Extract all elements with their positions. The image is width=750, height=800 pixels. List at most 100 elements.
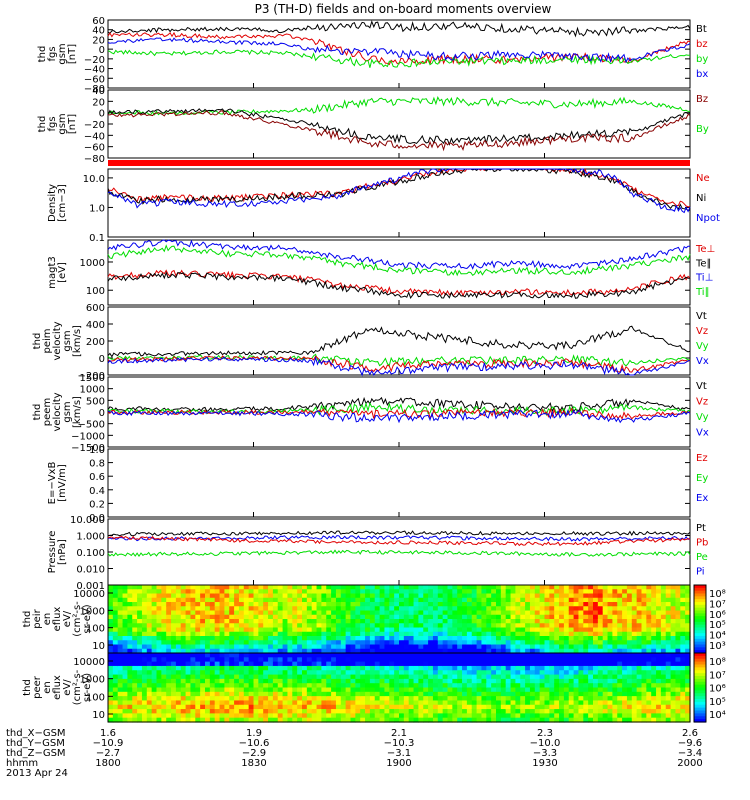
heatmap-cell	[549, 619, 555, 624]
heatmap-cell	[297, 636, 303, 641]
heatmap-cell	[292, 700, 298, 706]
heatmap-cell	[248, 644, 255, 650]
heatmap-cell	[491, 644, 497, 650]
y-tick-label: −1500	[71, 443, 105, 454]
heatmap-cell	[597, 704, 604, 710]
heatmap-cell	[190, 614, 196, 620]
heatmap-cell	[311, 610, 318, 616]
heatmap-cell	[321, 713, 327, 719]
heatmap-cell	[491, 619, 497, 624]
heatmap-cell	[316, 636, 322, 641]
heatmap-cell	[384, 602, 390, 607]
heatmap-cell	[515, 623, 521, 629]
heatmap-cell	[234, 653, 240, 658]
heatmap-cell	[394, 619, 400, 624]
heatmap-cell	[355, 700, 361, 706]
heatmap-cell	[423, 589, 429, 595]
heatmap-cell	[282, 696, 289, 702]
heatmap-cell	[597, 687, 604, 693]
heatmap-cell	[588, 696, 594, 702]
heatmap-cell	[428, 691, 434, 697]
heatmap-cell	[302, 691, 308, 697]
heatmap-cell	[195, 623, 201, 629]
heatmap-cell	[544, 631, 550, 637]
heatmap-cell	[685, 640, 691, 646]
y-axis-label: peem	[42, 398, 53, 426]
heatmap-cell	[297, 648, 303, 654]
heatmap-cell	[132, 623, 138, 629]
heatmap-cell	[297, 665, 303, 671]
heatmap-cell	[656, 648, 662, 654]
heatmap-cell	[175, 678, 182, 684]
colorbar-segment	[694, 641, 706, 646]
heatmap-cell	[549, 709, 555, 714]
heatmap-cell	[146, 606, 153, 612]
heatmap-cell	[335, 683, 342, 689]
heatmap-cell	[457, 687, 463, 693]
heatmap-cell	[515, 657, 521, 663]
heatmap-cell	[209, 678, 216, 684]
heatmap-cell	[549, 717, 555, 723]
heatmap-cell	[161, 713, 167, 719]
heatmap-cell	[277, 700, 284, 706]
heatmap-cell	[617, 670, 623, 676]
heatmap-cell	[588, 614, 594, 620]
heatmap-cell	[360, 661, 366, 667]
heatmap-cell	[200, 717, 206, 723]
heatmap-cell	[185, 700, 192, 706]
heatmap-cell	[272, 687, 279, 693]
heatmap-cell	[534, 674, 541, 680]
heatmap-cell	[146, 661, 153, 667]
heatmap-cell	[340, 657, 347, 663]
heatmap-cell	[423, 653, 429, 658]
heatmap-cell	[559, 610, 565, 616]
heatmap-cell	[656, 670, 662, 676]
heatmap-cell	[248, 606, 255, 612]
heatmap-cell	[263, 644, 269, 650]
heatmap-cell	[161, 644, 167, 650]
heatmap-cell	[481, 640, 487, 646]
heatmap-cell	[428, 640, 434, 646]
heatmap-cell	[146, 627, 153, 633]
heatmap-cell	[268, 602, 274, 607]
heatmap-cell	[593, 665, 599, 671]
heatmap-cell	[602, 614, 609, 620]
heatmap-cell	[272, 674, 279, 680]
heatmap-cell	[365, 602, 371, 607]
heatmap-cell	[297, 670, 303, 676]
heatmap-cell	[340, 610, 347, 616]
heatmap-cell	[549, 683, 555, 689]
heatmap-cell	[195, 700, 201, 706]
heatmap-cell	[224, 623, 230, 629]
heatmap-cell	[593, 661, 599, 667]
heatmap-cell	[331, 610, 337, 616]
colorbar-segment	[694, 710, 706, 714]
heatmap-cell	[112, 687, 119, 693]
legend-Te∥: Te∥	[695, 258, 712, 269]
heatmap-cell	[471, 687, 478, 693]
heatmap-cell	[297, 614, 303, 620]
heatmap-cell	[626, 640, 633, 646]
heatmap-cell	[195, 589, 201, 595]
heatmap-cell	[243, 597, 250, 603]
heatmap-cell	[636, 700, 643, 706]
heatmap-cell	[413, 713, 419, 719]
heatmap-cell	[345, 640, 352, 646]
heatmap-cell	[209, 653, 216, 658]
heatmap-cell	[486, 657, 492, 663]
heatmap-cell	[626, 700, 633, 706]
heatmap-cell	[617, 704, 623, 710]
heatmap-cell	[462, 683, 468, 689]
heatmap-cell	[137, 640, 143, 646]
heatmap-cell	[656, 657, 662, 663]
heatmap-cell	[272, 597, 279, 603]
heatmap-cell	[529, 674, 536, 680]
heatmap-cell	[311, 614, 318, 620]
heatmap-cell	[428, 636, 434, 641]
heatmap-cell	[132, 665, 138, 671]
heatmap-cell	[263, 713, 269, 719]
heatmap-cell	[597, 589, 604, 595]
heatmap-cell	[185, 614, 192, 620]
heatmap-cell	[641, 631, 647, 637]
heatmap-cell	[263, 696, 269, 702]
